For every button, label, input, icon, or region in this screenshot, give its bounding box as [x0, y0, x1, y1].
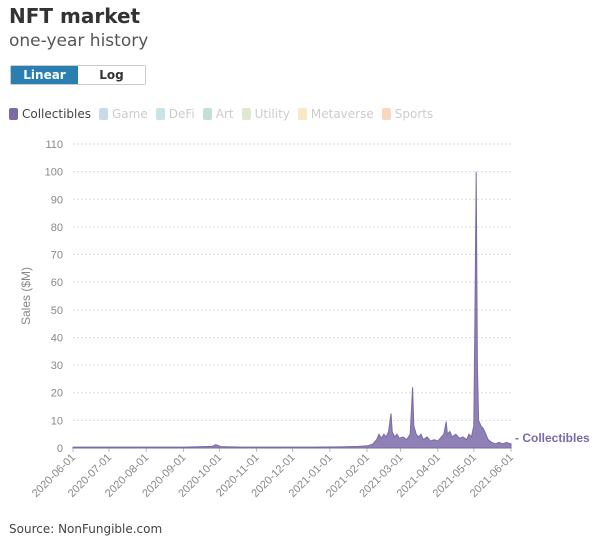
log-button[interactable]: Log	[78, 66, 145, 84]
legend: Collectibles Game DeFi Art Utility Metaverse S…	[9, 107, 433, 121]
legend-swatch	[99, 108, 108, 120]
y-tick-label: 20	[51, 388, 63, 400]
chart-subtitle: one-year history	[9, 31, 149, 51]
legend-item-sports[interactable]: Sports	[381, 107, 434, 121]
legend-swatch	[202, 108, 212, 120]
legend-label: Sports	[394, 107, 434, 121]
legend-item-metaverse[interactable]: Metaverse	[297, 107, 374, 121]
linear-button[interactable]: Linear	[11, 66, 78, 84]
legend-swatch	[297, 108, 307, 120]
legend-label: Utility	[254, 107, 290, 121]
legend-label: Collectibles	[22, 107, 91, 121]
y-tick-label: 0	[57, 443, 63, 455]
legend-item-defi[interactable]: DeFi	[155, 107, 195, 121]
legend-label: Metaverse	[310, 107, 374, 121]
y-tick-label: 60	[51, 277, 63, 289]
source-note: Source: NonFungible.com	[9, 522, 163, 536]
legend-swatch	[241, 108, 251, 120]
y-tick-label: 80	[51, 222, 63, 234]
legend-label: Game	[112, 107, 148, 121]
y-tick-label: 30	[51, 360, 63, 372]
y-axis-label: Sales ($M)	[19, 267, 33, 325]
scale-toggle: Linear Log	[10, 65, 146, 85]
y-tick-label: 40	[51, 332, 63, 344]
y-tick-label: 90	[51, 194, 63, 206]
legend-item-game[interactable]: Game	[99, 107, 148, 121]
legend-swatch	[9, 108, 18, 120]
y-tick-label: 70	[51, 250, 63, 262]
series-end-label: - Collectibles	[515, 431, 590, 445]
legend-label: Art	[215, 107, 234, 121]
y-tick-label: 110	[45, 139, 63, 151]
y-tick-label: 50	[51, 305, 63, 317]
area-collectibles	[72, 171, 512, 449]
y-tick-label: 100	[45, 167, 63, 179]
y-tick-label: 10	[51, 415, 63, 427]
chart-title: NFT market	[9, 4, 141, 28]
legend-item-art[interactable]: Art	[202, 107, 234, 121]
legend-swatch	[155, 108, 165, 120]
legend-item-utility[interactable]: Utility	[241, 107, 290, 121]
legend-item-collectibles[interactable]: Collectibles	[9, 107, 91, 121]
legend-label: DeFi	[168, 107, 195, 121]
legend-swatch	[381, 108, 391, 120]
